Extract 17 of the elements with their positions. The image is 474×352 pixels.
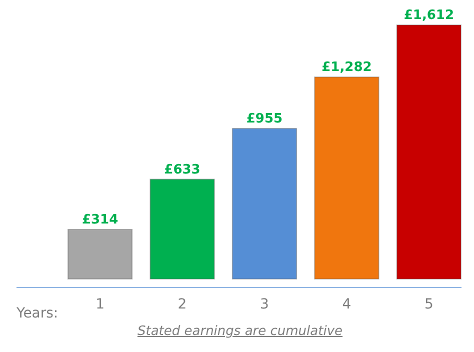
x-tick-label: 4	[342, 296, 352, 312]
text: Stated earnings are cumulative	[137, 324, 343, 339]
data-label: £314	[82, 212, 118, 228]
data-label: £1,612	[404, 8, 454, 23]
bar	[67, 229, 133, 280]
x-axis-title: Years:	[16, 306, 58, 322]
bar	[150, 178, 215, 280]
data-label: £955	[246, 112, 283, 127]
bar	[396, 24, 462, 280]
bar	[232, 128, 298, 280]
data-label: £1,282	[322, 60, 372, 75]
data-label: £633	[164, 162, 200, 178]
x-tick-label: 1	[96, 296, 104, 312]
x-tick-label: 5	[424, 296, 434, 312]
x-tick-label: 2	[178, 296, 187, 312]
x-tick-label: 3	[260, 296, 269, 312]
bar	[314, 76, 380, 280]
